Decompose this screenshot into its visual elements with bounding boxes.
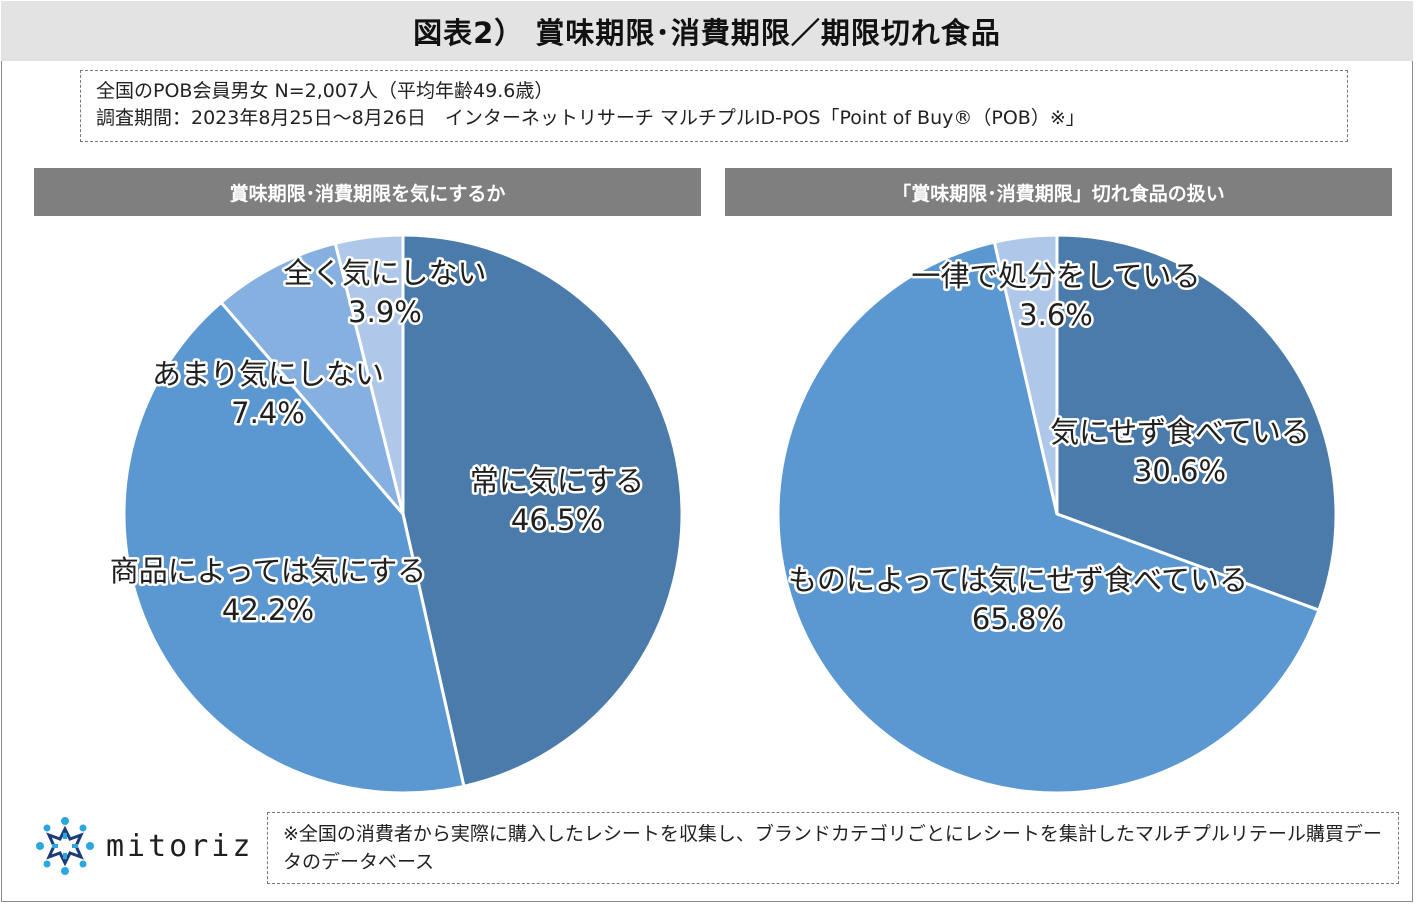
slice-value-left-3: 3.9% [348, 295, 422, 329]
slice-label-right-0: 気にせず食べている [1050, 415, 1310, 449]
logo-text: mitoriz [106, 828, 254, 864]
right-chart-title: 「賞味期限･消費期限」切れ食品の扱い [892, 182, 1225, 205]
pie-slice-right-2 [992, 233, 1059, 515]
survey-info-line-2: 調査期間：2023年8月25日～8月26日 インターネットリサーチ マルチプルI… [96, 107, 1085, 129]
slice-label-left-3: 全く気にしない [283, 256, 486, 290]
page-title: 図表2） 賞味期限･消費期限／期限切れ食品 [413, 16, 1001, 50]
slice-value-right-0: 30.6% [1134, 454, 1226, 488]
right-chart-header: 「賞味期限･消費期限」切れ食品の扱い [725, 168, 1392, 216]
footnote-text: ※全国の消費者から実際に購入したレシートを収集し、ブランドカテゴリごとにレシート… [283, 823, 1382, 873]
slice-label-right-2: 一律で処分をしている [911, 259, 1200, 293]
pie-slice-right-0 [1055, 233, 1338, 613]
slice-value-left-1: 42.2% [222, 593, 314, 627]
pie-slice-right-1 [776, 240, 1321, 795]
left-chart-title: 賞味期限･消費期限を気にするか [229, 182, 506, 205]
pie-slice-left-3 [333, 233, 405, 515]
slice-label-left-0: 常に気にする [470, 464, 644, 498]
mitoriz-star-icon [36, 817, 94, 875]
title-bar: 図表2） 賞味期限･消費期限／期限切れ食品 [1, 1, 1413, 61]
left-chart-header: 賞味期限･消費期限を気にするか [34, 168, 701, 216]
survey-info-line-1: 全国のPOB会員男女 N=2,007人（平均年齢49.6歳） [96, 80, 554, 102]
pie-slice-left-1 [122, 300, 466, 795]
pie-chart-right: 気にせず食べている 30.6% ものによっては気にせず食べている 65.8% 一律で処分… [776, 233, 1338, 795]
mitoriz-logo: mitoriz [34, 817, 254, 875]
slice-value-left-0: 46.5% [511, 503, 603, 537]
slice-value-left-2: 7.4% [231, 396, 305, 430]
pie-slice-left-0 [401, 233, 684, 789]
slice-label-left-1: 商品によっては気にする [110, 554, 426, 588]
slice-label-right-1: ものによっては気にせず食べている [788, 563, 1248, 597]
slice-label-left-2: あまり気にしない [152, 357, 384, 391]
footnote-box: ※全国の消費者から実際に購入したレシートを収集し、ブランドカテゴリごとにレシート… [267, 812, 1399, 884]
pie-chart-left: 常に気にする 46.5% 商品によっては気にする 42.2% あまり気にしない 7.4% 全… [107, 233, 684, 795]
pie-slice-left-2 [219, 241, 405, 515]
slice-value-right-1: 65.8% [972, 602, 1064, 636]
slice-value-right-2: 3.6% [1019, 298, 1093, 332]
survey-info-box: 全国のPOB会員男女 N=2,007人（平均年齢49.6歳） 調査期間：2023… [80, 70, 1348, 142]
